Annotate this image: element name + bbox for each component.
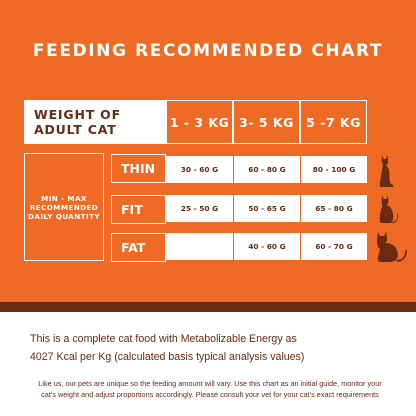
value-fit-5-7kg: 65 - 80 G bbox=[300, 195, 367, 222]
side-label-line1: MIN - MAX bbox=[41, 193, 87, 203]
value-fit-1-3kg: 25 - 50 G bbox=[166, 195, 233, 222]
weight-header-line1: WEIGHT OF bbox=[34, 107, 121, 122]
row-label-fit: FIT bbox=[111, 195, 166, 224]
value-fat-5-7kg: 60 - 70 G bbox=[300, 233, 367, 260]
row-label-fat: FAT bbox=[111, 233, 166, 262]
value-thin-1-3kg: 30 - 60 G bbox=[166, 156, 233, 183]
energy-line1: This is a complete cat food with Metabol… bbox=[30, 333, 297, 345]
daily-quantity-label: MIN - MAX RECOMMENDED DAILY QUANTITY bbox=[24, 153, 104, 261]
feeding-note: Like us, our pets are unique so the feed… bbox=[22, 378, 398, 400]
weight-header-line2: ADULT CAT bbox=[34, 122, 117, 137]
weight-column-1: 1 - 3 KG bbox=[166, 100, 233, 144]
chart-title: FEEDING RECOMMENDED CHART bbox=[32, 41, 384, 61]
divider-band bbox=[0, 302, 416, 312]
weight-column-2: 3- 5 KG bbox=[233, 100, 300, 144]
weight-column-3: 5 -7 KG bbox=[300, 100, 367, 144]
fit-cat-icon bbox=[379, 195, 399, 224]
value-fat-1-3kg bbox=[166, 233, 233, 260]
side-label-line3: DAILY QUANTITY bbox=[28, 211, 100, 221]
energy-statement: This is a complete cat food with Metabol… bbox=[30, 330, 390, 366]
side-label-line2: RECOMMENDED bbox=[29, 202, 99, 212]
fat-cat-icon bbox=[377, 232, 407, 262]
thin-cat-icon bbox=[379, 155, 394, 187]
note-line1: Like us, our pets are unique so the feed… bbox=[38, 379, 382, 388]
row-label-thin: THIN bbox=[111, 154, 166, 183]
value-fat-3-5kg: 40 - 60 G bbox=[233, 233, 300, 260]
weight-header: WEIGHT OF ADULT CAT bbox=[24, 100, 166, 144]
value-thin-5-7kg: 80 - 100 G bbox=[300, 156, 367, 183]
value-fit-3-5kg: 50 - 65 G bbox=[233, 195, 300, 222]
energy-line2: 4027 Kcal per Kg (calculated basis typic… bbox=[30, 351, 305, 363]
note-line2: cat's weight and adjust proportions acco… bbox=[41, 390, 379, 399]
value-thin-3-5kg: 60 - 80 G bbox=[233, 156, 300, 183]
